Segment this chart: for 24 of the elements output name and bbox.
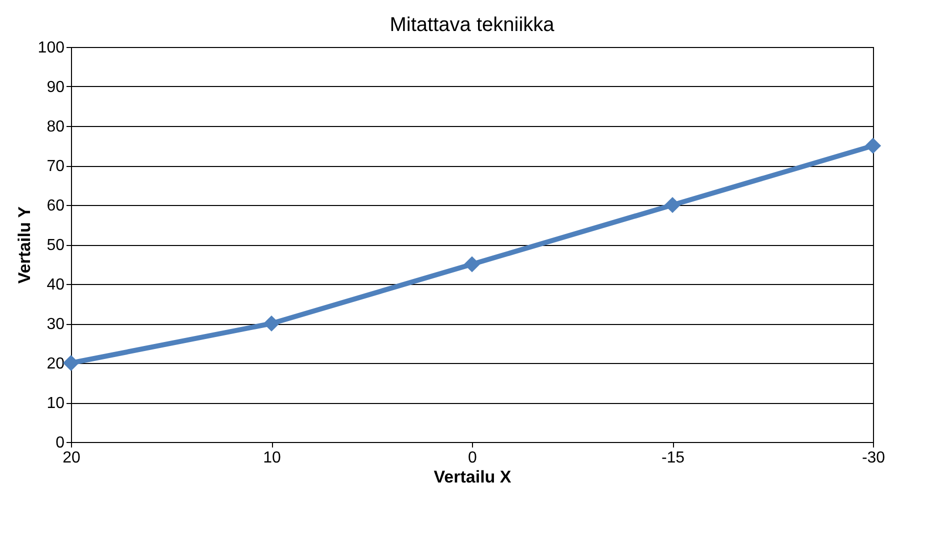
y-tick-label: 10 [46, 395, 65, 412]
y-axis-title: Vertailu Y [14, 206, 34, 284]
point [464, 256, 480, 272]
chart-title: Mitattava tekniikka [390, 14, 556, 36]
y-tick-label: 0 [56, 434, 65, 452]
point [664, 196, 681, 214]
x-tick-label: 10 [263, 450, 281, 466]
x-tick-label: 0 [468, 450, 478, 466]
y-tick-label: 100 [38, 40, 65, 56]
x-tick-label: 20 [62, 450, 80, 466]
y-tick-label: 20 [46, 356, 65, 372]
point [62, 354, 80, 372]
y-tick-label: 30 [46, 316, 65, 333]
y-tick-label: 70 [46, 158, 65, 175]
y-tick-label: 60 [46, 198, 65, 214]
point [864, 138, 882, 154]
y-tick-label: 40 [46, 276, 65, 294]
point [263, 315, 280, 332]
y-tick-label: 80 [46, 118, 65, 136]
y-tick-label: 50 [46, 237, 65, 254]
y-tick-label: 90 [46, 79, 65, 96]
x-axis-title: Vertailu X [434, 468, 512, 486]
x-tick-label: -15 [661, 450, 685, 466]
x-tick-label: -30 [862, 450, 886, 466]
